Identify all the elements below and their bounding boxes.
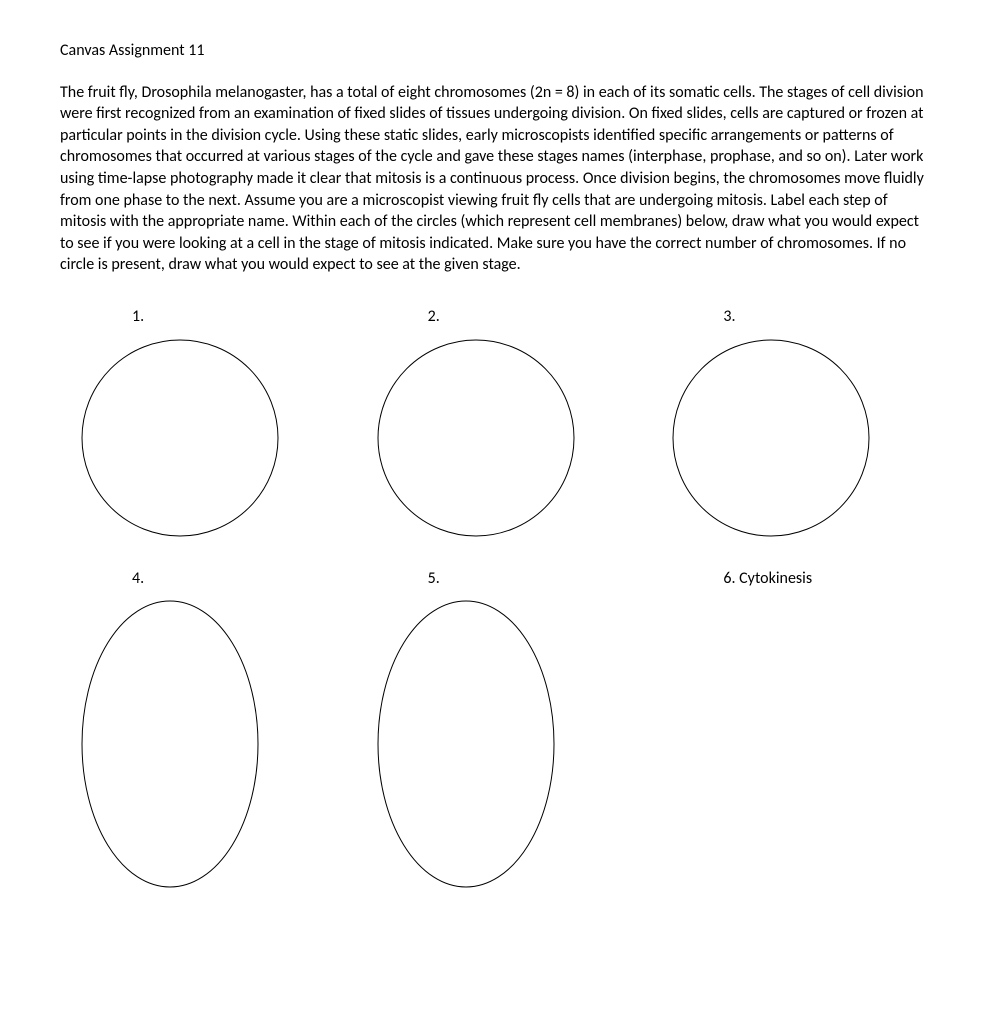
cell-item-1: 1. (70, 306, 326, 538)
cell-label-1: 1. (70, 306, 326, 328)
shape-container-4 (70, 599, 326, 889)
cell-label-3: 3. (661, 306, 917, 328)
shape-container-2 (366, 338, 622, 538)
ellipse-shape-icon (376, 599, 556, 889)
cell-label-4: 4. (70, 568, 326, 590)
cell-item-2: 2. (366, 306, 622, 538)
cell-item-3: 3. (661, 306, 917, 538)
cell-label-2: 2. (366, 306, 622, 328)
shape-container-5 (366, 599, 622, 889)
cell-item-6: 6. Cytokinesis (661, 568, 917, 890)
shape-container-1 (70, 338, 326, 538)
ellipse-shape-icon (80, 599, 260, 889)
cell-item-4: 4. (70, 568, 326, 890)
cell-label-6: 6. Cytokinesis (661, 568, 917, 590)
circle-shape-icon (671, 338, 871, 538)
assignment-title: Canvas Assignment 11 (60, 40, 927, 62)
circle-shape-icon (376, 338, 576, 538)
cell-item-5: 5. (366, 568, 622, 890)
circle-shape-icon (80, 338, 280, 538)
instructions-text: The fruit fly, Drosophila melanogaster, … (60, 82, 927, 276)
cell-label-5: 5. (366, 568, 622, 590)
shape-container-3 (661, 338, 917, 538)
diagram-grid: 1. 2. 3. 4. 5. (60, 306, 927, 889)
